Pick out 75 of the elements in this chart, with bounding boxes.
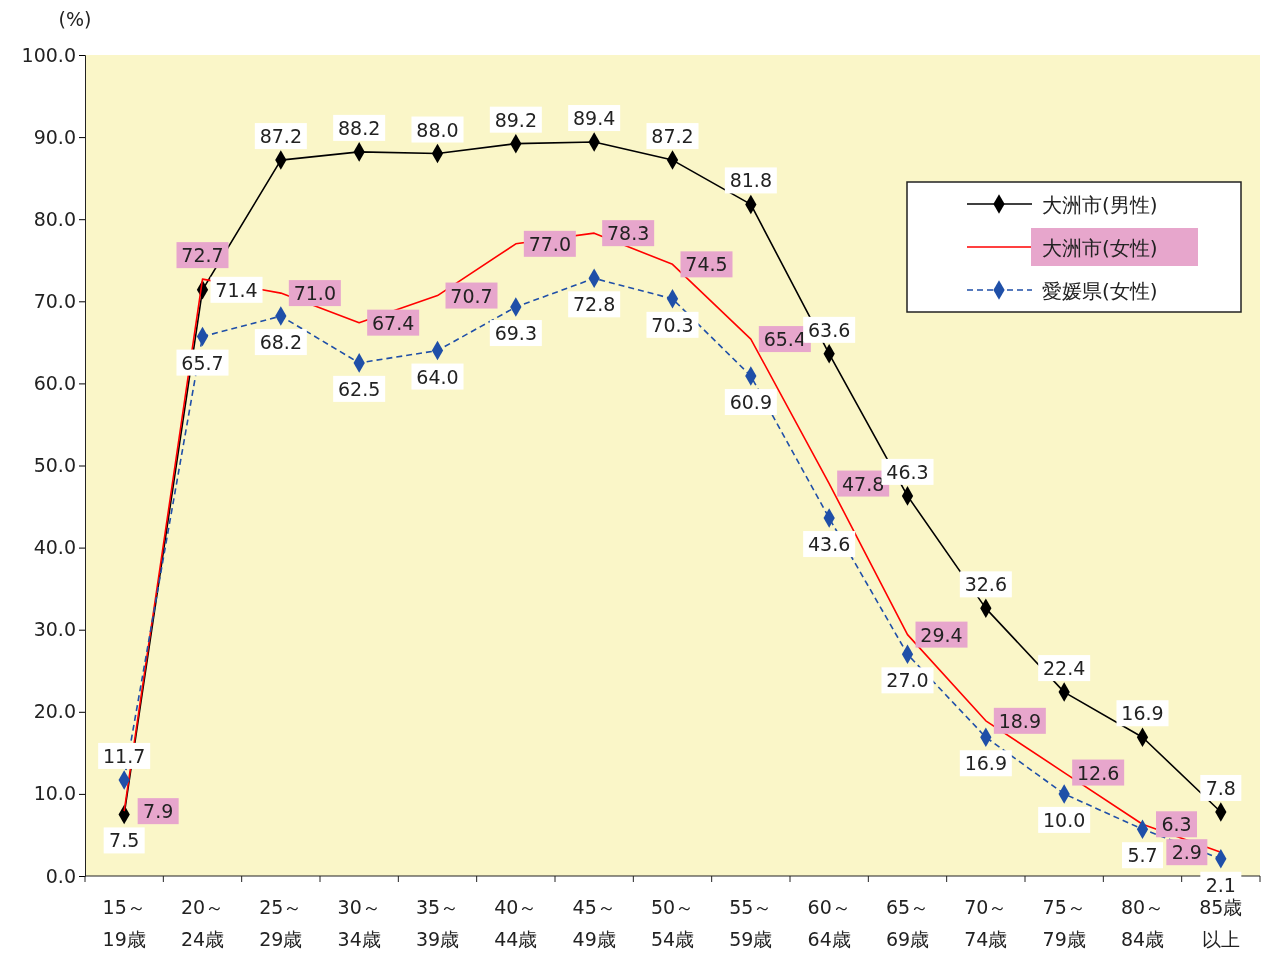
data-label: 87.2 (651, 125, 694, 148)
x-tick-label: 75～79歳 (1042, 896, 1086, 950)
data-label: 68.2 (259, 331, 302, 354)
x-tick-label: 60～64歳 (807, 896, 851, 950)
data-label: 32.6 (964, 573, 1007, 596)
y-axis-title: (%) (58, 8, 92, 30)
x-tick-label: 25～29歳 (259, 896, 303, 950)
data-label: 62.5 (338, 377, 381, 400)
data-label: 72.7 (181, 244, 224, 267)
data-label: 16.9 (1121, 702, 1164, 725)
data-label: 16.9 (964, 752, 1007, 775)
legend-label: 愛媛県(女性) (1042, 279, 1158, 303)
data-label: 7.5 (109, 829, 140, 852)
data-label: 69.3 (494, 322, 537, 345)
data-label: 89.2 (494, 108, 537, 131)
x-tick-label: 85歳以上 (1199, 896, 1243, 950)
x-tick-label: 20～24歳 (180, 896, 225, 950)
data-label: 12.6 (1077, 761, 1120, 784)
data-label: 87.2 (259, 125, 302, 148)
y-tick-label: 100.0 (21, 43, 76, 66)
data-label: 5.7 (1127, 844, 1158, 867)
data-label: 63.6 (808, 318, 851, 341)
data-label: 78.3 (607, 222, 650, 245)
x-tick-label: 70～74歳 (964, 896, 1008, 950)
x-tick-label: 80～84歳 (1120, 896, 1165, 950)
data-label: 2.1 (1205, 873, 1236, 896)
legend-label: 大洲市(女性) (1042, 236, 1158, 260)
data-label: 88.2 (338, 116, 381, 139)
data-label: 60.9 (729, 391, 772, 414)
x-tick-label: 40～44歳 (494, 896, 538, 950)
y-tick-label: 90.0 (33, 125, 76, 148)
y-tick-label: 50.0 (33, 454, 76, 477)
y-tick-label: 10.0 (33, 782, 76, 805)
y-tick-label: 80.0 (33, 207, 76, 230)
data-label: 89.4 (573, 107, 616, 130)
y-tick-label: 60.0 (33, 371, 76, 394)
data-label: 6.3 (1161, 813, 1192, 836)
data-label: 74.5 (685, 253, 728, 276)
x-tick-label: 55～59歳 (729, 896, 773, 950)
legend-label: 大洲市(男性) (1042, 193, 1158, 217)
y-tick-label: 30.0 (33, 618, 76, 641)
data-label: 47.8 (842, 472, 885, 495)
y-tick-label: 20.0 (33, 700, 76, 723)
data-label: 11.7 (103, 744, 146, 767)
x-tick-label: 50～54歳 (650, 896, 695, 950)
data-label: 46.3 (886, 460, 929, 483)
data-label: 81.8 (729, 169, 772, 192)
y-tick-label: 0.0 (45, 864, 76, 887)
data-label: 72.8 (573, 293, 616, 316)
data-label: 18.9 (998, 709, 1041, 732)
data-label: 43.6 (808, 533, 851, 556)
x-tick-label: 65～69歳 (885, 896, 930, 950)
data-label: 77.0 (528, 232, 571, 255)
x-tick-label: 45～49歳 (572, 896, 616, 950)
data-label: 27.0 (886, 669, 929, 692)
y-tick-label: 40.0 (33, 536, 76, 559)
data-label: 70.3 (651, 313, 694, 336)
data-label: 71.0 (293, 282, 336, 305)
data-label: 10.0 (1043, 808, 1086, 831)
data-label: 2.9 (1171, 841, 1202, 864)
data-label: 7.8 (1205, 776, 1236, 799)
data-label: 22.4 (1043, 657, 1086, 680)
data-label: 65.7 (181, 351, 224, 374)
x-tick-label: 30～34歳 (337, 896, 381, 950)
data-label: 65.4 (763, 328, 806, 351)
data-label: 64.0 (416, 365, 459, 388)
data-label: 7.9 (143, 800, 174, 823)
data-label: 67.4 (372, 311, 415, 334)
data-label: 70.7 (450, 284, 493, 307)
y-tick-label: 70.0 (33, 289, 76, 312)
data-label: 29.4 (920, 623, 963, 646)
data-label: 88.0 (416, 118, 459, 141)
x-tick-label: 15～19歳 (102, 896, 146, 950)
data-label: 71.4 (215, 278, 258, 301)
x-tick-label: 35～39歳 (415, 896, 460, 950)
